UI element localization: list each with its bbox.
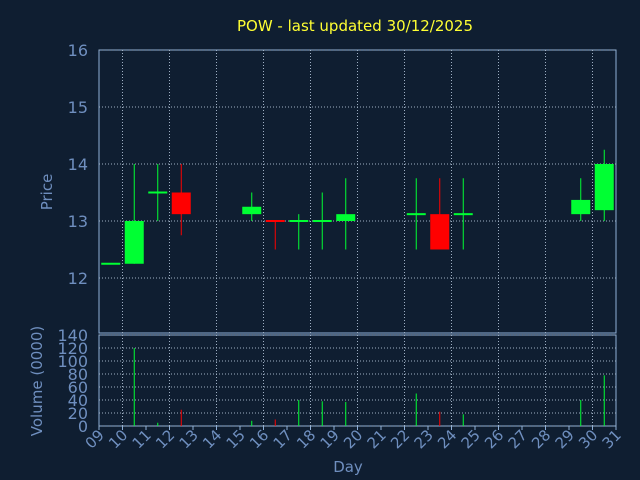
price-tick-label: 15 — [68, 98, 88, 117]
volume-tick-label: 80 — [68, 365, 88, 384]
candlestick-series — [101, 149, 614, 265]
candle-body — [453, 213, 473, 216]
candle-day-29 — [571, 178, 591, 221]
candle-day-30 — [594, 149, 614, 221]
candle-body — [312, 220, 332, 222]
day-tick-label: 16 — [246, 426, 272, 452]
day-tick-label: 30 — [575, 426, 601, 452]
candle-body — [101, 262, 121, 265]
candle-body — [594, 164, 614, 211]
day-tick-label: 10 — [105, 426, 131, 452]
volume-tick-label: 0 — [78, 417, 88, 436]
day-tick-label: 26 — [481, 426, 507, 452]
price-tick-label: 16 — [68, 41, 88, 60]
volume-axis-label: Volume (0000) — [28, 326, 46, 436]
candle-day-15 — [242, 192, 262, 221]
day-tick-label: 29 — [552, 426, 578, 452]
day-tick-label: 15 — [223, 426, 249, 452]
price-tick-label: 12 — [68, 269, 88, 288]
candle-day-10 — [124, 164, 144, 264]
price-tick-label: 13 — [68, 212, 88, 231]
candle-day-9 — [101, 262, 121, 265]
candle-body — [406, 213, 426, 216]
price-tick-label: 14 — [68, 155, 88, 174]
candle-day-11 — [148, 164, 168, 221]
candle-body — [571, 199, 591, 215]
day-tick-label: 18 — [293, 426, 319, 452]
day-tick-label: 19 — [317, 426, 343, 452]
candle-body — [171, 192, 191, 215]
price-axis-label: Price — [38, 174, 56, 211]
day-tick-label: 23 — [411, 426, 437, 452]
day-tick-labels: 0910111213141516171819202122232425262728… — [82, 426, 625, 452]
candle-body — [289, 220, 309, 222]
day-tick-label: 20 — [340, 426, 366, 452]
candle-day-17 — [289, 214, 309, 250]
candle-body — [124, 221, 144, 264]
volume-tick-label: 100 — [57, 352, 88, 371]
day-tick-label: 11 — [129, 426, 155, 452]
day-tick-label: 21 — [364, 426, 390, 452]
volume-tick-label: 20 — [68, 404, 88, 423]
volume-tick-label: 120 — [57, 339, 88, 358]
day-tick-label: 27 — [505, 426, 531, 452]
chart-title: POW - last updated 30/12/2025 — [237, 17, 473, 35]
volume-tick-label: 140 — [57, 326, 88, 345]
day-tick-label: 13 — [176, 426, 202, 452]
candle-day-22 — [406, 178, 426, 250]
candle-body — [242, 206, 262, 215]
day-tick-label: 28 — [528, 426, 554, 452]
volume-grid — [99, 334, 616, 427]
candle-day-16 — [265, 220, 285, 250]
day-axis-label: Day — [333, 458, 363, 476]
price-tick-labels: 12 13 14 15 16 — [68, 41, 88, 288]
day-tick-label: 22 — [387, 426, 413, 452]
candle-body — [265, 220, 285, 222]
candle-body — [148, 191, 168, 194]
candle-day-19 — [336, 178, 356, 250]
day-tick-label: 17 — [270, 426, 296, 452]
volume-series — [133, 348, 605, 426]
candle-body — [336, 214, 356, 221]
candle-day-18 — [312, 192, 332, 250]
day-tick-label: 25 — [458, 426, 484, 452]
volume-tick-label: 60 — [68, 378, 88, 397]
day-tick-label: 31 — [599, 426, 625, 452]
price-grid — [99, 49, 616, 333]
day-tick-label: 14 — [199, 426, 225, 452]
candle-day-12 — [171, 164, 191, 236]
day-tick-label: 12 — [152, 426, 178, 452]
candle-day-24 — [453, 178, 473, 250]
volume-tick-label: 40 — [68, 391, 88, 410]
day-tick-label: 24 — [434, 426, 460, 452]
candle-day-23 — [430, 178, 450, 250]
candle-body — [430, 214, 450, 250]
